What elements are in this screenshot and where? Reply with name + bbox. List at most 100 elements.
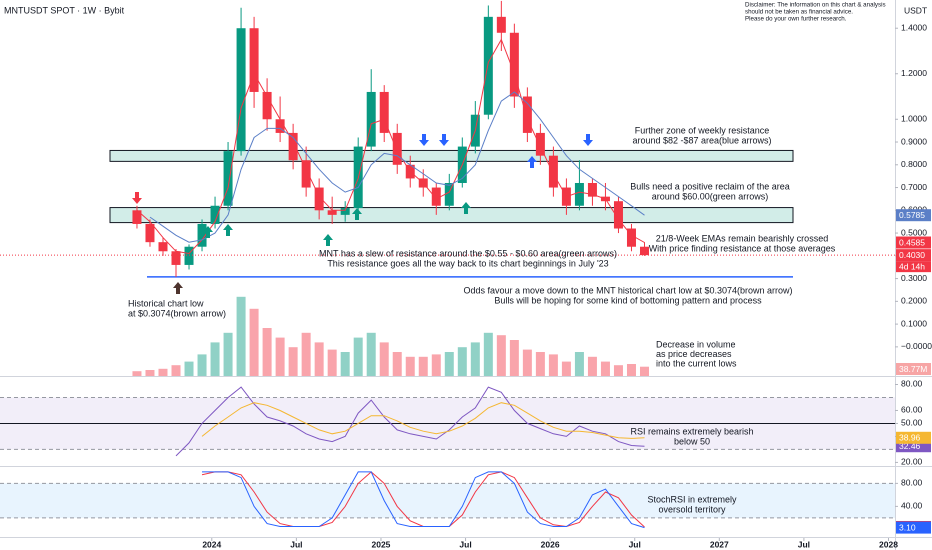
candle-body xyxy=(639,246,649,256)
y-tick-label: −0.0000 xyxy=(901,341,932,351)
candle-body xyxy=(236,28,246,152)
oscillator-label: 3.10 xyxy=(899,522,916,532)
arrow xyxy=(527,156,537,168)
arrow xyxy=(439,134,449,146)
volume-bar xyxy=(340,352,350,376)
annotation: around $82 -$87 area(blue arrows) xyxy=(632,135,771,145)
candle-body xyxy=(483,16,493,115)
candle-body xyxy=(275,119,285,133)
candle-body xyxy=(145,223,155,243)
candle-body xyxy=(535,132,545,156)
volume-bar xyxy=(197,354,207,376)
axis-unit: USDT xyxy=(904,5,927,15)
x-tick-label: 2024 xyxy=(202,539,221,549)
volume-bar xyxy=(132,371,142,376)
candle-body xyxy=(340,208,350,215)
arrow xyxy=(323,234,333,246)
annotation: MNT has a slew of resistance around the … xyxy=(319,248,617,258)
candle-body xyxy=(522,96,532,133)
y-tick-label: 0.9000 xyxy=(901,136,927,146)
volume-bar xyxy=(535,352,545,376)
annotation: around $60.00(green arrows) xyxy=(652,191,769,201)
volume-bar xyxy=(158,368,168,376)
x-tick-label: 2026 xyxy=(541,539,560,549)
y-tick-label: 80.00 xyxy=(901,379,923,389)
y-tick-label: 1.4000 xyxy=(901,22,927,32)
candle-body xyxy=(444,182,454,206)
y-tick-label: 0.2000 xyxy=(901,296,927,306)
arrow xyxy=(203,226,213,238)
price-plot xyxy=(109,0,794,278)
oscillator-label: 32.46 xyxy=(899,441,921,451)
volume-bar xyxy=(626,364,636,376)
candle-body xyxy=(210,205,220,224)
candle-body xyxy=(392,132,402,165)
oscillator-label: 38.96 xyxy=(899,433,921,443)
y-tick-label: 0.5000 xyxy=(901,227,927,237)
candle-body xyxy=(171,251,181,265)
volume-bar xyxy=(405,356,415,376)
candle-body xyxy=(158,242,168,252)
ema-tag xyxy=(896,236,931,249)
candle-body xyxy=(197,223,207,247)
oscillator-line xyxy=(175,386,645,457)
y-tick-label: 20.00 xyxy=(901,457,923,467)
candle-body xyxy=(249,28,259,92)
candle-body xyxy=(613,201,623,229)
x-tick-label: 2025 xyxy=(372,539,391,549)
volume-bar xyxy=(522,349,532,376)
y-tick-label: 1.2000 xyxy=(901,68,927,78)
y-tick-label: 0.1000 xyxy=(901,318,927,328)
x-tick-label: 2027 xyxy=(710,539,729,549)
candle-body xyxy=(223,151,233,206)
volume-bar xyxy=(353,337,363,376)
volume-bar xyxy=(457,347,467,376)
volume-bar xyxy=(444,352,454,376)
candle-body xyxy=(366,91,376,147)
y-tick-label: 80.00 xyxy=(901,478,923,488)
candle-body xyxy=(379,91,389,133)
volume-bar xyxy=(431,354,441,376)
volume-bar xyxy=(548,354,558,376)
volume-bar xyxy=(561,361,571,376)
annotation: Decrease in volume xyxy=(656,339,736,349)
x-tick-label: Jul xyxy=(798,539,810,549)
volume-bar xyxy=(184,361,194,376)
volume-bar xyxy=(327,349,337,376)
volume-bar xyxy=(366,332,376,376)
y-tick-label: 0.3000 xyxy=(901,273,927,283)
volume-bar xyxy=(613,365,623,376)
x-tick-label: Jul xyxy=(290,539,302,549)
candle-body xyxy=(587,182,597,197)
volume-bar xyxy=(145,370,155,376)
disclaimer: Please do your own further research. xyxy=(745,16,847,23)
volume-bar xyxy=(600,361,610,376)
ema-line xyxy=(136,38,645,255)
last-price-tag xyxy=(896,249,931,262)
ema-label: 0.4585 xyxy=(899,237,925,247)
volume-bar xyxy=(392,352,402,376)
candle-body xyxy=(548,155,558,188)
volume-bar xyxy=(262,328,272,376)
volume-bar xyxy=(301,332,311,376)
volume-bar xyxy=(171,365,181,376)
candle-body xyxy=(327,210,337,215)
annotation: StochRSI in extremely xyxy=(647,494,737,504)
volume-bar xyxy=(236,296,246,376)
candle-body xyxy=(431,187,441,206)
volume-bar xyxy=(249,308,259,376)
volume-bar xyxy=(223,332,233,376)
annotation: into the current lows xyxy=(656,358,737,368)
volume-bar xyxy=(574,352,584,376)
disclaimer: Disclaimer: The information on this char… xyxy=(745,2,886,9)
candle-body xyxy=(132,210,142,224)
arrow xyxy=(419,134,429,146)
chart-title: MNTUSDT SPOT · 1W · Bybit xyxy=(4,5,125,15)
candle-body xyxy=(288,132,298,161)
band xyxy=(0,483,895,518)
annotation: oversold territory xyxy=(658,504,726,514)
candle-body xyxy=(262,91,272,120)
annotation: as price decreases xyxy=(656,349,732,359)
volume-bar xyxy=(509,340,519,376)
